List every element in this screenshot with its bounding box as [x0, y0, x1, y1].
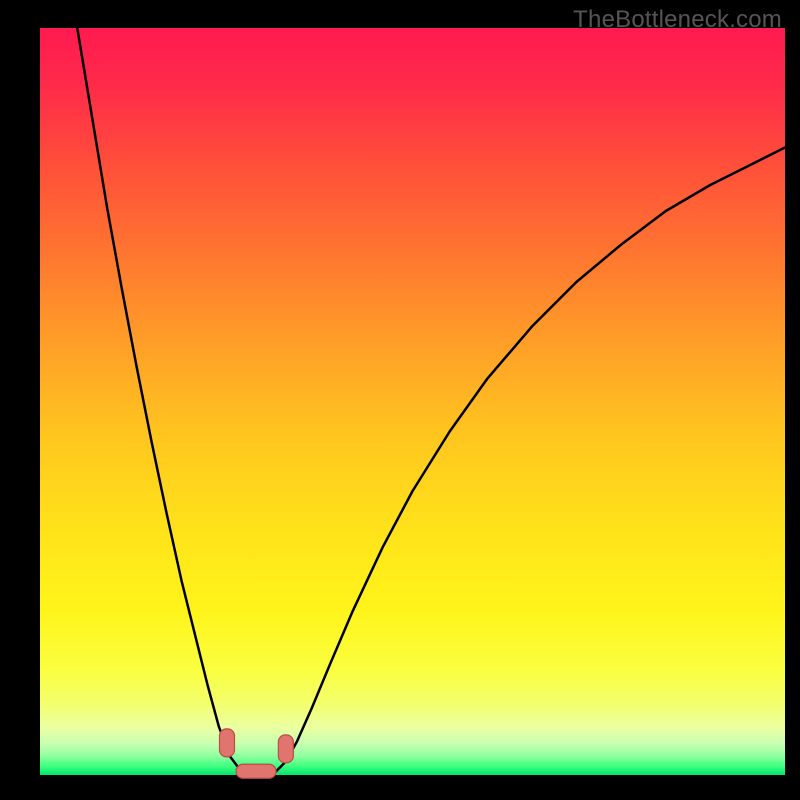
watermark-text: TheBottleneck.com: [573, 6, 782, 34]
chart-container: TheBottleneck.com: [0, 0, 800, 800]
bottleneck-curve-chart: [0, 0, 800, 800]
